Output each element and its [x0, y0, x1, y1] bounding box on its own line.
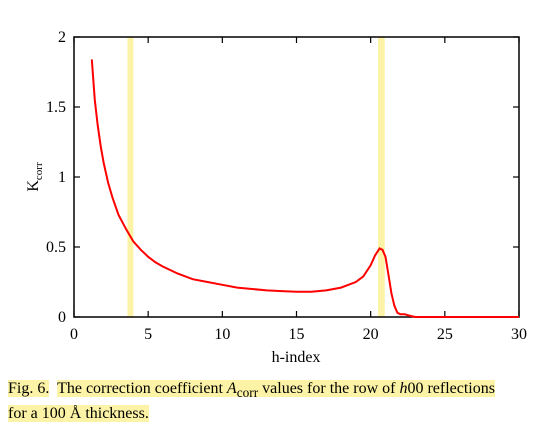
y-axis-title: Kcorr [25, 162, 45, 192]
axis-ticks [73, 36, 520, 318]
y-axis-title-main: K [25, 180, 42, 192]
x-tick-label-0: 0 [70, 326, 78, 343]
x-tick-label-2: 10 [214, 326, 230, 343]
caption-part2: values for the row of [258, 380, 400, 397]
caption-h-italic: h [399, 380, 408, 397]
chart: 0 5 10 15 20 25 30 0 0.5 1 1.5 2 h-index Kcorr [25, 29, 527, 366]
y-tick-label-1: 0.5 [46, 239, 66, 256]
y-tick-label-3: 1.5 [46, 99, 66, 116]
caption-line2: for a 100 Å thickness. [8, 405, 149, 423]
y-axis-title-sub: corr [33, 162, 45, 180]
caption-symbol-sub: corr [236, 385, 259, 401]
x-tick-labels: 0 5 10 15 20 25 30 [70, 326, 527, 343]
figure-caption: Fig. 6. The correction coefficient Acorr… [8, 378, 534, 424]
caption-part3: 00 reflections [407, 380, 495, 397]
highlight-bands [127, 37, 385, 317]
highlight-band-0 [127, 37, 134, 317]
y-tick-label-2: 1 [58, 169, 66, 186]
x-tick-label-5: 25 [437, 326, 453, 343]
x-tick-label-1: 5 [144, 326, 152, 343]
caption-fig-label: Fig. 6. [8, 380, 50, 397]
caption-text: The correction coefficient Acorr values … [8, 380, 495, 423]
caption-symbol: A [226, 380, 237, 397]
x-axis-title: h-index [272, 349, 321, 366]
y-tick-label-0: 0 [58, 309, 66, 326]
y-tick-label-4: 2 [58, 29, 66, 46]
x-tick-label-4: 20 [363, 326, 379, 343]
y-tick-labels: 0 0.5 1 1.5 2 [46, 29, 66, 326]
highlight-band-1 [378, 37, 385, 317]
caption-part1: The correction coefficient [57, 380, 227, 397]
plot-frame [73, 36, 520, 318]
x-tick-label-3: 15 [289, 326, 305, 343]
x-tick-label-6: 30 [511, 326, 527, 343]
series-line [90, 59, 519, 318]
